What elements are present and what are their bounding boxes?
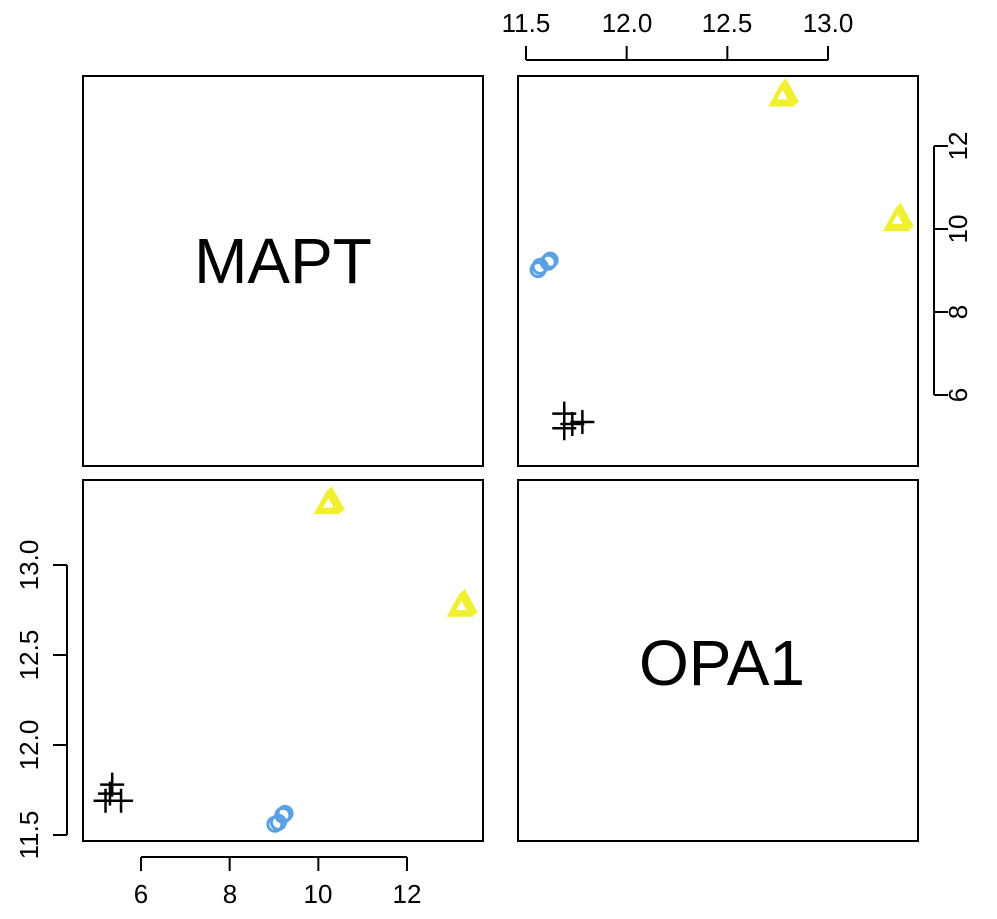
top-axis: 11.5 12.0 12.5 13.0 bbox=[502, 8, 854, 38]
data-point-lower bbox=[451, 588, 479, 614]
right-tick-label: 8 bbox=[943, 305, 973, 319]
panel-box-tr bbox=[517, 75, 919, 467]
bottom-tick-label: 10 bbox=[304, 879, 333, 909]
top-tick-label: 13.0 bbox=[803, 8, 854, 38]
left-tick-label: 12.5 bbox=[14, 630, 44, 681]
right-axis: 6 8 10 12 bbox=[943, 132, 973, 403]
right-tick-label: 6 bbox=[943, 388, 973, 402]
data-point-lower bbox=[276, 804, 294, 822]
top-tick-label: 11.5 bbox=[502, 8, 551, 38]
bottom-tick-label: 8 bbox=[223, 879, 237, 909]
data-point-lower bbox=[318, 486, 346, 511]
bottom-tick-label: 6 bbox=[134, 879, 148, 909]
bottom-axis: 6 8 10 12 bbox=[134, 879, 422, 909]
panel-box-bl bbox=[82, 479, 484, 842]
data-point-upper bbox=[570, 409, 595, 434]
left-axis: 11.5 12.0 12.5 13.0 bbox=[14, 540, 44, 860]
bottom-tick-label: 12 bbox=[393, 879, 422, 909]
left-tick-label: 12.0 bbox=[14, 720, 44, 771]
data-point-upper bbox=[772, 77, 800, 103]
left-tick-label: 11.5 bbox=[14, 811, 44, 860]
diag-label-opa1: OPA1 bbox=[639, 627, 805, 699]
panel-box-tl bbox=[82, 75, 484, 467]
data-point-upper bbox=[886, 202, 915, 227]
top-tick-label: 12.0 bbox=[602, 8, 653, 38]
data-point-upper bbox=[541, 251, 559, 269]
left-tick-label: 13.0 bbox=[14, 540, 44, 591]
panel-box-br bbox=[517, 479, 919, 842]
data-point-lower bbox=[100, 772, 125, 797]
top-tick-label: 12.5 bbox=[702, 8, 753, 38]
data-point-upper bbox=[539, 253, 557, 271]
data-point-lower bbox=[109, 788, 134, 813]
diag-label-mapt: MAPT bbox=[194, 225, 372, 297]
data-point-upper bbox=[552, 401, 577, 426]
chart-marks bbox=[53, 46, 948, 871]
